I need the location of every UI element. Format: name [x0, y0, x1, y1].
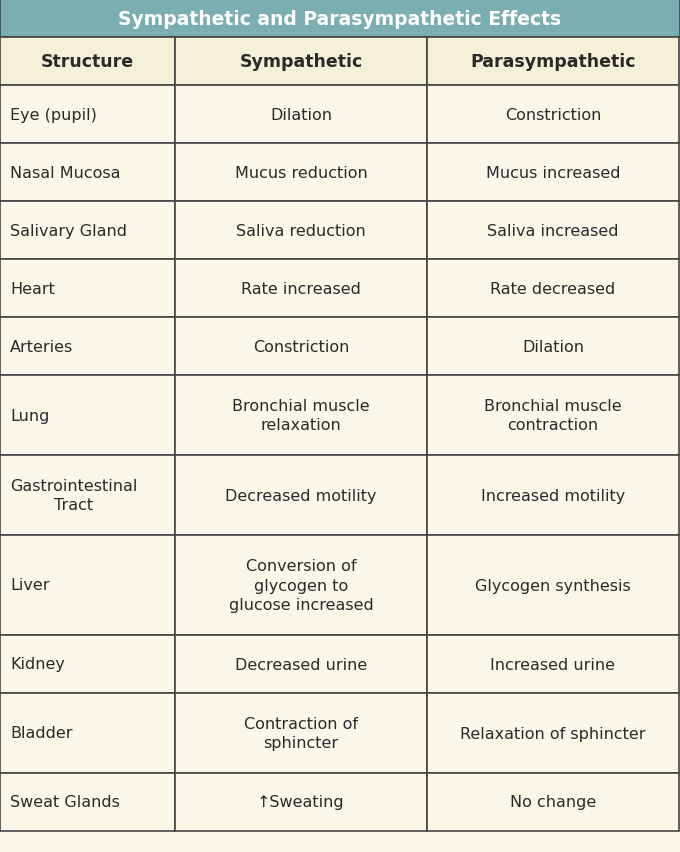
Text: Salivary Gland: Salivary Gland [10, 223, 127, 239]
Text: Increased motility: Increased motility [481, 488, 625, 503]
Text: Sympathetic and Parasympathetic Effects: Sympathetic and Parasympathetic Effects [118, 9, 562, 28]
Bar [427, 86, 679, 144]
Text: Contraction of
sphincter: Contraction of sphincter [244, 716, 358, 751]
Text: Arteries: Arteries [10, 339, 73, 354]
Text: Mucus reduction: Mucus reduction [235, 165, 367, 181]
Text: Decreased motility: Decreased motility [225, 488, 377, 503]
Bar [175, 86, 427, 144]
Bar [0, 202, 175, 260]
Text: Gastrointestinal
Tract: Gastrointestinal Tract [10, 478, 137, 513]
Text: Eye (pupil): Eye (pupil) [10, 107, 97, 123]
Bar [175, 773, 427, 831]
Text: Dilation: Dilation [270, 107, 332, 123]
Bar [0, 86, 175, 144]
Text: Nasal Mucosa: Nasal Mucosa [10, 165, 120, 181]
Text: No change: No change [510, 795, 596, 809]
Text: Parasympathetic: Parasympathetic [471, 53, 636, 71]
Bar [427, 535, 679, 636]
Text: Conversion of
glycogen to
glucose increased: Conversion of glycogen to glucose increa… [228, 558, 373, 613]
Text: Heart: Heart [10, 281, 55, 296]
Bar [427, 456, 679, 535]
Bar [427, 376, 679, 456]
Bar [175, 694, 427, 773]
Text: Saliva increased: Saliva increased [488, 223, 619, 239]
Text: Increased urine: Increased urine [490, 657, 615, 671]
Bar [427, 318, 679, 376]
Bar [175, 636, 427, 694]
Bar [0, 318, 175, 376]
Text: Glycogen synthesis: Glycogen synthesis [475, 578, 631, 593]
Bar [0, 0, 680, 38]
Text: Kidney: Kidney [10, 657, 65, 671]
Text: Constriction: Constriction [505, 107, 601, 123]
Text: Mucus increased: Mucus increased [486, 165, 620, 181]
Bar [0, 694, 175, 773]
Bar [0, 376, 175, 456]
Text: Constriction: Constriction [253, 339, 350, 354]
Bar [175, 38, 427, 86]
Text: Relaxation of sphincter: Relaxation of sphincter [460, 726, 646, 740]
Text: Structure: Structure [41, 53, 134, 71]
Bar [175, 456, 427, 535]
Bar [427, 202, 679, 260]
Text: Dilation: Dilation [522, 339, 584, 354]
Bar [427, 636, 679, 694]
Text: Bronchial muscle
contraction: Bronchial muscle contraction [484, 398, 622, 433]
Text: Rate decreased: Rate decreased [490, 281, 615, 296]
Bar [175, 535, 427, 636]
Bar [175, 144, 427, 202]
Bar [427, 694, 679, 773]
Bar [175, 318, 427, 376]
Text: Sympathetic: Sympathetic [239, 53, 362, 71]
Text: Sweat Glands: Sweat Glands [10, 795, 120, 809]
Text: Bladder: Bladder [10, 726, 73, 740]
Bar [427, 38, 679, 86]
Bar [0, 636, 175, 694]
Bar [0, 535, 175, 636]
Text: Liver: Liver [10, 578, 50, 593]
Bar [0, 456, 175, 535]
Bar [0, 260, 175, 318]
Text: Bronchial muscle
relaxation: Bronchial muscle relaxation [232, 398, 370, 433]
Bar [0, 773, 175, 831]
Bar [0, 38, 175, 86]
Bar [427, 144, 679, 202]
Bar [427, 260, 679, 318]
Text: Saliva reduction: Saliva reduction [236, 223, 366, 239]
Text: Rate increased: Rate increased [241, 281, 361, 296]
Bar [175, 202, 427, 260]
Text: ↑Sweating: ↑Sweating [257, 795, 345, 809]
Bar [175, 376, 427, 456]
Bar [0, 144, 175, 202]
Text: Decreased urine: Decreased urine [235, 657, 367, 671]
Text: Lung: Lung [10, 408, 50, 423]
Bar [427, 773, 679, 831]
Bar [175, 260, 427, 318]
